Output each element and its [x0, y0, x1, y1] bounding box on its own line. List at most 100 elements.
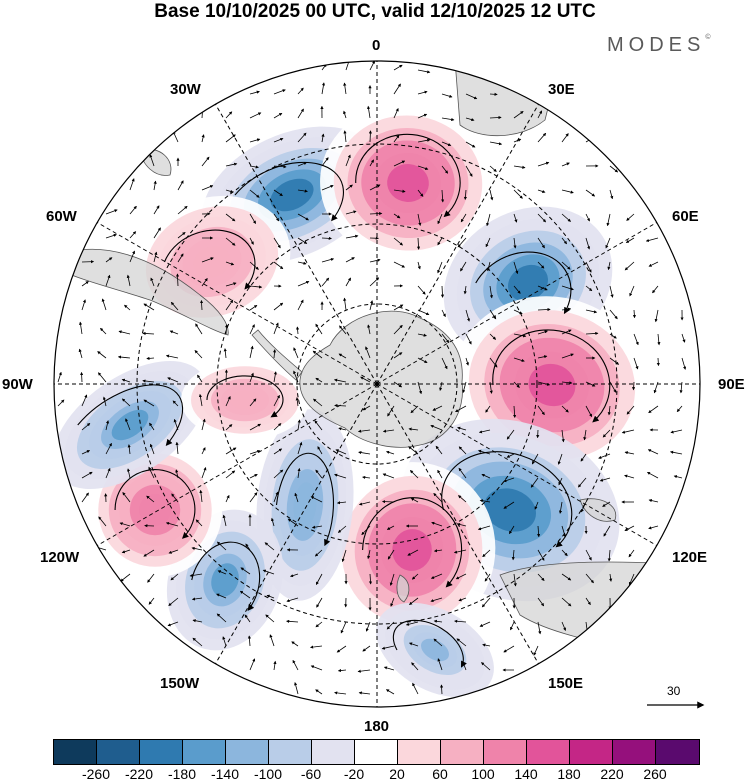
wind-vector	[217, 570, 227, 575]
wind-vector	[147, 573, 155, 583]
wind-vector	[369, 61, 375, 71]
lon-label-120w: 120W	[40, 549, 80, 566]
wind-vector	[149, 154, 155, 167]
wind-vector	[679, 381, 683, 394]
wind-vector	[273, 112, 283, 119]
wind-vector	[609, 285, 614, 298]
wind-vector	[105, 209, 118, 215]
wind-vector	[408, 597, 419, 605]
wind-vector	[437, 658, 443, 671]
wind-vector	[626, 213, 635, 221]
lon-label-180: 180	[364, 718, 390, 735]
wind-vector	[98, 516, 107, 527]
colorbar-label: 260	[643, 766, 667, 782]
wind-vector	[557, 453, 563, 465]
wind-vector	[417, 113, 428, 119]
wind-vector	[273, 660, 277, 671]
wind-vector	[561, 162, 570, 167]
wind-vector	[262, 569, 275, 575]
wind-vector	[249, 285, 263, 289]
wind-vector	[216, 613, 227, 623]
wind-vector	[313, 398, 323, 407]
wind-vector	[57, 371, 62, 383]
wind-vector	[585, 189, 596, 197]
wind-vector	[387, 405, 395, 417]
wind-vector	[537, 307, 551, 312]
wind-vector	[381, 645, 395, 650]
wind-vector	[129, 178, 135, 191]
wind-vector	[126, 274, 131, 287]
wind-vector	[105, 233, 117, 239]
colorbar-label: 140	[514, 766, 538, 782]
wind-vector	[345, 234, 359, 239]
wind-vector	[249, 112, 262, 119]
wind-vector	[609, 357, 620, 365]
wind-vector	[648, 405, 659, 414]
wind-vector	[148, 597, 155, 605]
wind-vector	[583, 429, 587, 441]
wind-vector	[681, 333, 686, 343]
wind-vector	[78, 348, 83, 359]
wind-vector	[609, 165, 619, 173]
colorbar-swatch	[355, 740, 398, 764]
wind-vector	[201, 156, 210, 167]
wind-vector	[224, 324, 229, 335]
wind-vector	[198, 393, 203, 407]
wind-vector	[585, 381, 596, 387]
wind-vector	[624, 261, 635, 271]
streamline	[234, 161, 344, 222]
wind-vector	[393, 189, 406, 193]
wind-vector	[143, 399, 155, 407]
wind-vector	[511, 549, 515, 561]
wind-vector	[81, 471, 93, 479]
wind-vector	[197, 374, 203, 383]
antarctica-land	[299, 310, 463, 448]
wind-vector	[411, 662, 419, 671]
wind-vector	[310, 496, 323, 503]
wind-vector	[670, 429, 683, 434]
wind-vector	[311, 525, 323, 529]
wind-vector	[561, 525, 567, 538]
lon-label-120e: 120E	[672, 549, 708, 566]
wind-vector	[431, 521, 443, 527]
wind-vector	[585, 309, 598, 314]
wind-vector	[368, 130, 372, 143]
wind-vector	[441, 189, 445, 203]
wind-vector	[362, 475, 371, 480]
wind-vector	[367, 324, 371, 335]
wind-vector	[339, 325, 347, 335]
wind-vector	[273, 491, 279, 503]
wind-vector	[312, 350, 323, 359]
wind-vector	[225, 299, 234, 311]
wind-vector	[334, 403, 347, 408]
wind-vector	[537, 525, 541, 538]
wind-vector	[343, 110, 347, 119]
wind-vector	[479, 621, 491, 627]
wind-vector	[513, 285, 521, 294]
wind-vector	[289, 573, 299, 578]
wind-vector	[648, 261, 659, 267]
wind-vector	[175, 273, 180, 287]
wind-vector	[297, 467, 301, 479]
wind-vector	[367, 105, 371, 119]
wind-vector	[509, 525, 515, 535]
wind-vector	[225, 470, 236, 479]
wind-vector	[669, 450, 683, 455]
wind-vector	[489, 141, 503, 146]
wind-vector	[462, 381, 467, 394]
wind-vector	[337, 668, 347, 673]
wind-vector	[369, 159, 374, 167]
wind-vector	[362, 645, 371, 652]
streamline	[163, 229, 256, 290]
wind-vector	[417, 381, 423, 395]
wind-vector	[585, 237, 591, 250]
wind-vector	[80, 371, 84, 383]
wind-vector	[441, 141, 452, 147]
wind-vector	[485, 237, 491, 248]
wind-vector	[456, 638, 467, 647]
wind-vector	[199, 299, 204, 311]
wind-vector	[105, 420, 110, 431]
wind-vector	[315, 469, 323, 479]
wind-vector	[345, 184, 353, 191]
wind-vector	[225, 162, 238, 167]
